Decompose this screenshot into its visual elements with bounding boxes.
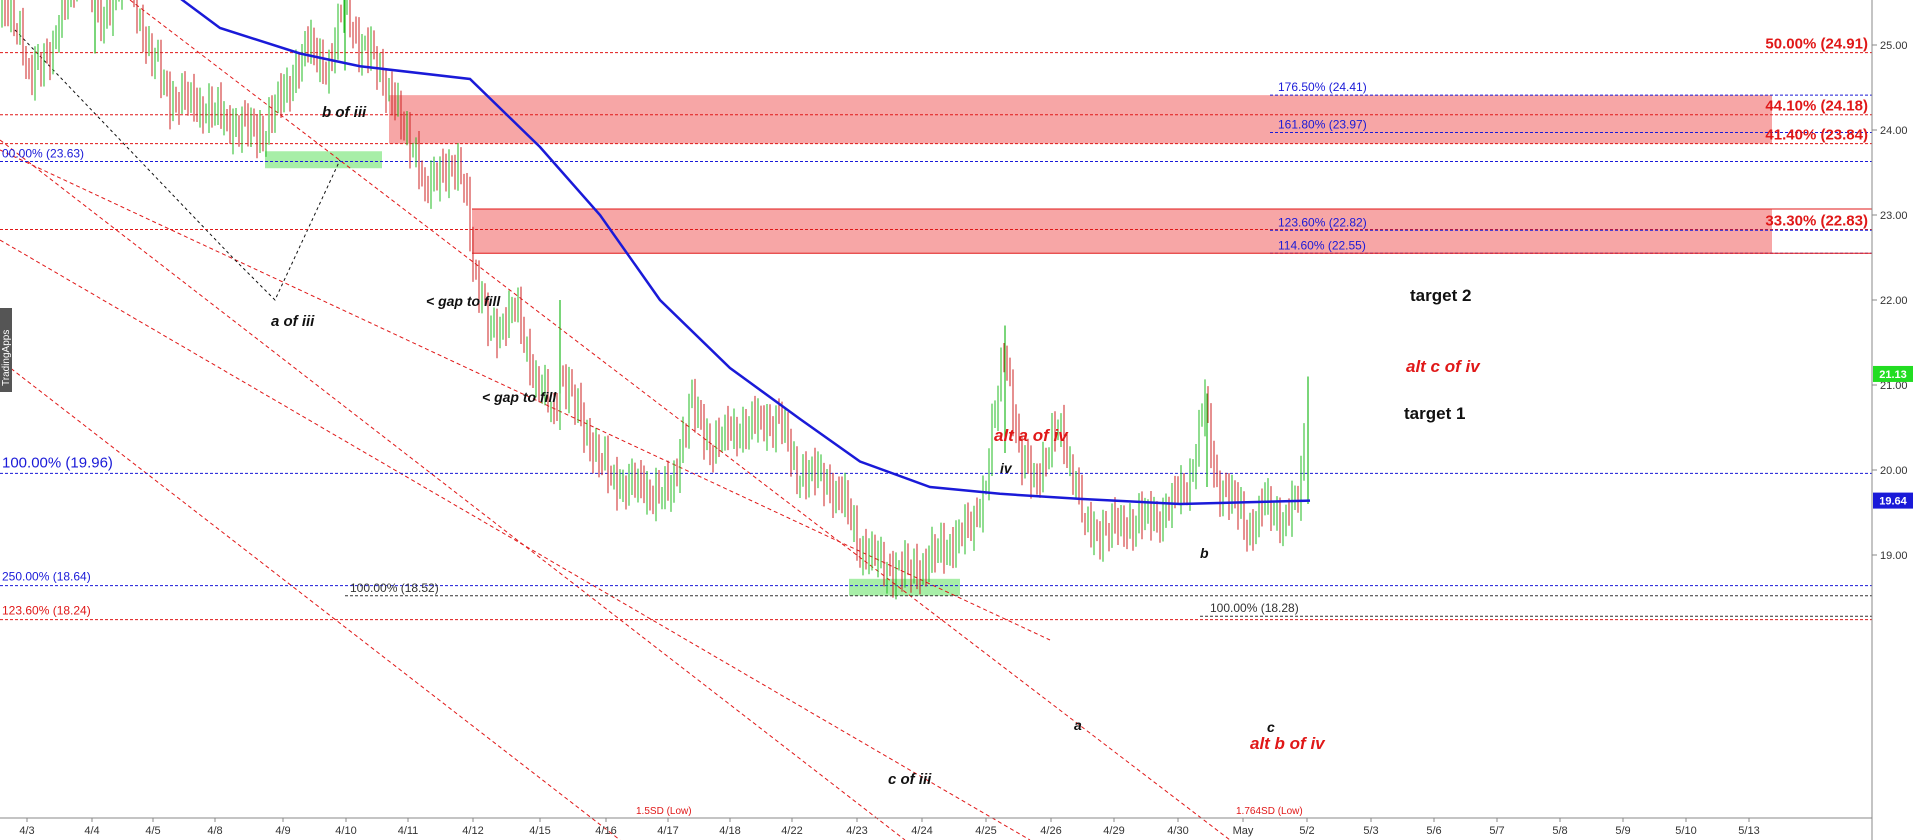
level-label-11: 100.00% (19.96) — [2, 454, 113, 471]
price-axis: 19.0020.0021.0022.0023.0024.0025.0026.00… — [1871, 0, 1908, 840]
zone-2 — [265, 151, 382, 169]
y-tick-label-6: 25.00 — [1880, 40, 1908, 52]
level-label-4: 44.10% (24.18) — [1765, 98, 1868, 115]
y-tick-label-1: 20.00 — [1880, 465, 1908, 477]
x-tick-label-16: 4/26 — [1040, 825, 1061, 837]
x-tick-label-22: 5/6 — [1426, 825, 1441, 837]
wave-label-2: c of iii — [888, 771, 932, 788]
x-tick-label-21: 5/3 — [1363, 825, 1378, 837]
x-tick-label-3: 4/8 — [207, 825, 222, 837]
y-tick-label-0: 19.00 — [1880, 550, 1908, 562]
level-label-15: 123.60% (18.24) — [2, 604, 91, 618]
watermark: TradingApps — [0, 308, 12, 392]
zone-label-target-1: target 1 — [1404, 404, 1465, 423]
annotation-gap-to-fill-2: < gap to fill — [482, 389, 557, 405]
x-tick-label-26: 5/10 — [1675, 825, 1696, 837]
level-label-10: 114.60% (22.55) — [1278, 238, 1366, 252]
x-tick-label-24: 5/8 — [1552, 825, 1567, 837]
watermark-text: TradingApps — [1, 330, 12, 386]
x-tick-label-6: 4/11 — [398, 825, 419, 837]
y-tick-label-5: 24.00 — [1880, 125, 1908, 137]
level-label-9: 123.60% (22.82) — [1278, 215, 1367, 229]
level-label-8: 33.30% (22.83) — [1765, 212, 1868, 229]
x-tick-label-15: 4/25 — [975, 825, 996, 837]
annotations: b of iii a of iii c of iii iv a b c alt c of iv… — [271, 104, 1481, 817]
zone-0 — [389, 95, 1772, 144]
level-label-14: 100.00% (18.28) — [1210, 601, 1299, 615]
regression-channels — [0, 0, 1231, 840]
level-label-12: 250.00% (18.64) — [2, 570, 91, 584]
wave-label-0: b of iii — [322, 104, 367, 121]
zone-label-target-2: target 2 — [1410, 286, 1471, 305]
level-label-3: 176.50% (24.41) — [1278, 80, 1367, 94]
target-zones — [265, 95, 1772, 596]
moving-average — [180, 0, 1311, 506]
level-label-6: 41.40% (23.84) — [1765, 127, 1868, 144]
price-badge-1 — [1873, 492, 1913, 509]
wave-line — [14, 29, 341, 301]
channel-line-2 — [0, 359, 621, 840]
y-tick-label-3: 22.00 — [1880, 295, 1908, 307]
x-tick-label-14: 4/24 — [911, 825, 932, 837]
y-tick-label-4: 23.00 — [1880, 210, 1908, 222]
channel-label-0: 1.5SD (Low) — [636, 806, 692, 817]
x-tick-label-7: 4/12 — [462, 825, 483, 837]
level-label-5: 161.80% (23.97) — [1278, 118, 1367, 132]
x-tick-label-1: 4/4 — [84, 825, 99, 837]
level-label-7: 00.00% (23.63) — [2, 146, 84, 160]
wave-label-1: a of iii — [271, 313, 315, 330]
zone-1 — [472, 209, 1772, 254]
wave-label-6: c — [1267, 719, 1275, 735]
x-tick-label-18: 4/30 — [1167, 825, 1188, 837]
price-badge-0 — [1873, 365, 1913, 382]
price-badge-text-0: 21.13 — [1879, 369, 1907, 381]
annotation-alt-a-of-iv: alt a of iv — [994, 426, 1069, 445]
channel-line-1 — [0, 139, 906, 840]
wave-label-4: a — [1074, 717, 1082, 733]
x-tick-label-12: 4/22 — [781, 825, 802, 837]
annotation-alt-c-of-iv: alt c of iv — [1406, 357, 1481, 376]
x-tick-label-20: 5/2 — [1299, 825, 1314, 837]
x-tick-label-17: 4/29 — [1103, 825, 1124, 837]
x-tick-label-0: 4/3 — [19, 825, 34, 837]
channel-label-1: 1.764SD (Low) — [1236, 806, 1303, 817]
x-tick-label-19: May — [1233, 825, 1254, 837]
x-tick-label-5: 4/10 — [335, 825, 356, 837]
x-tick-label-9: 4/16 — [595, 825, 616, 837]
x-tick-label-8: 4/15 — [529, 825, 550, 837]
channel-line-4 — [0, 239, 1031, 840]
level-label-13: 100.00% (18.52) — [350, 581, 439, 595]
x-tick-label-23: 5/7 — [1489, 825, 1504, 837]
x-tick-label-10: 4/17 — [657, 825, 678, 837]
x-tick-label-27: 5/13 — [1738, 825, 1759, 837]
moving-average-line — [180, 0, 1311, 506]
level-label-2: 50.00% (24.91) — [1765, 36, 1868, 53]
fib-levels: 223.60% (25.82)critical resistance 25.64… — [0, 36, 1872, 621]
y-tick-label-2: 21.00 — [1880, 380, 1908, 392]
wave-label-3: iv — [1000, 460, 1013, 476]
x-tick-label-4: 4/9 — [275, 825, 290, 837]
x-tick-label-13: 4/23 — [846, 825, 867, 837]
annotation-gap-to-fill-1: < gap to fill — [426, 293, 501, 309]
price-badge-text-1: 19.64 — [1879, 496, 1907, 508]
date-axis: 4/3 4/4 4/5 4/8 4/9 4/10 4/11 4/12 4/15 4/16 4/17 4… — [0, 817, 1872, 837]
x-tick-label-11: 4/18 — [719, 825, 740, 837]
x-tick-label-25: 5/9 — [1615, 825, 1630, 837]
price-badges: 21.13 19.64 — [1873, 365, 1913, 509]
annotation-alt-b-of-iv: alt b of iv — [1250, 734, 1326, 753]
x-tick-label-2: 4/5 — [145, 825, 160, 837]
wave-label-5: b — [1200, 545, 1209, 561]
